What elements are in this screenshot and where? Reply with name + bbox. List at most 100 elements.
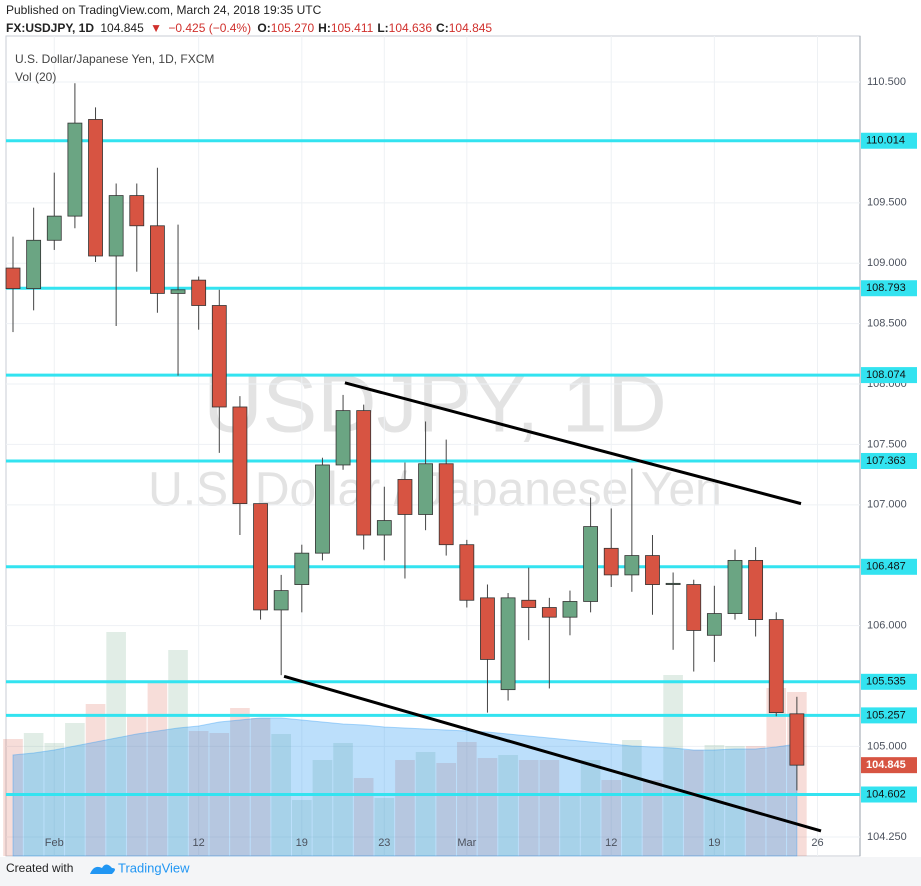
candle-body	[191, 279, 207, 306]
level-label: 105.257	[866, 709, 906, 721]
candle-body	[459, 544, 475, 601]
volume-bar	[663, 675, 683, 856]
level-label: 108.793	[866, 282, 906, 294]
candle-body	[150, 225, 165, 294]
candle-body	[521, 599, 537, 608]
candle-body	[170, 289, 186, 294]
last-price-label: 104.845	[866, 759, 906, 771]
volume-bar	[126, 715, 147, 856]
candle-body	[706, 613, 722, 636]
footer-bg	[0, 857, 921, 886]
level-label: 108.074	[866, 369, 906, 381]
candle-body	[562, 601, 578, 618]
ohlc-key: L:	[377, 21, 389, 35]
x-tick-label: 26	[811, 837, 823, 849]
y-tick-label: 107.500	[867, 438, 907, 450]
level-label: 104.602	[866, 788, 906, 800]
candle-body	[356, 410, 372, 536]
candle-body	[211, 305, 227, 408]
volume-bar	[374, 798, 395, 856]
candle-body	[232, 406, 248, 505]
x-tick-label: 12	[605, 837, 617, 849]
volume-bar	[642, 780, 663, 856]
trendline	[344, 381, 802, 506]
candle-body	[5, 267, 21, 289]
ohlc-key: O:	[257, 21, 271, 35]
volume-bar	[106, 632, 126, 856]
x-tick-label: 19	[708, 837, 720, 849]
x-tick-label: 19	[296, 837, 308, 849]
volume-bar	[539, 760, 560, 856]
candle-body	[253, 503, 268, 611]
candle-body	[335, 410, 351, 466]
volume-bar	[230, 708, 250, 856]
level-label-bg	[861, 452, 917, 469]
level-label-bg	[861, 280, 917, 297]
volume-bar	[353, 778, 374, 856]
volume-bar	[457, 742, 477, 856]
candle-body	[273, 590, 289, 611]
volume-bar	[725, 746, 745, 856]
volume-bar	[436, 763, 457, 856]
volume-bar	[415, 752, 436, 856]
volume-bar	[395, 760, 415, 856]
ohlc-value: 104.636	[388, 21, 433, 35]
y-tick-label: 109.500	[867, 197, 907, 209]
candle-body	[315, 464, 330, 554]
candle-body	[88, 119, 103, 257]
volume-bar	[3, 739, 23, 856]
level-label: 106.487	[866, 561, 906, 573]
candle-body	[541, 607, 557, 618]
candle-body	[645, 555, 660, 585]
y-tick-label: 107.000	[867, 499, 907, 511]
candle-body	[397, 479, 413, 515]
level-label: 107.363	[866, 455, 906, 467]
candle-body	[748, 559, 764, 620]
candle-body	[129, 195, 145, 227]
legend-title: U.S. Dollar/Japanese Yen, 1D, FXCM	[15, 52, 214, 66]
candle-body	[686, 584, 702, 631]
ohlc-key: H:	[318, 21, 331, 35]
ohlc-value: 105.411	[330, 21, 374, 35]
x-tick-label: 23	[378, 837, 390, 849]
y-tick-label: 109.000	[867, 257, 907, 269]
volume-bar	[498, 755, 518, 856]
volume-ma-area	[12, 717, 798, 857]
candle-body	[26, 239, 42, 289]
volume-bar	[312, 760, 333, 856]
candle-body	[624, 555, 640, 576]
level-label: 110.014	[866, 135, 905, 147]
level-label-bg	[861, 367, 917, 384]
volume-bar	[147, 681, 168, 856]
y-tick-label: 105.000	[867, 740, 907, 752]
published: Published on TradingView.com, March 24, …	[6, 3, 322, 17]
volume-bar	[580, 760, 601, 856]
x-tick-label: Mar	[457, 837, 476, 849]
candle-body	[665, 582, 681, 585]
level-label-bg	[861, 673, 917, 690]
candle-body	[67, 122, 83, 217]
last: 104.845	[100, 21, 144, 35]
last-price-bg	[861, 757, 917, 774]
symbol-line: FX:USDJPY, 1D 104.845 ▼ −0.425 (−0.4%) O…	[6, 21, 499, 35]
y-tick-label: 106.000	[867, 620, 907, 632]
volume-bar	[745, 746, 766, 856]
volume-bar	[477, 758, 498, 856]
level-label-bg	[861, 786, 917, 803]
x-tick-label: 12	[193, 837, 205, 849]
volume-bar	[560, 794, 580, 856]
symbol: FX:USDJPY, 1D	[6, 21, 95, 35]
level-label-bg	[861, 132, 917, 149]
y-tick-label: 108.500	[867, 318, 907, 330]
volume-bar	[333, 743, 353, 856]
candle-body	[418, 463, 433, 515]
volume-bar	[766, 688, 787, 856]
change: −0.425 (−0.4%)	[168, 21, 252, 35]
tv-logo	[90, 864, 115, 874]
volume-bar	[291, 800, 312, 856]
level-label-bg	[861, 558, 917, 575]
trendline	[283, 674, 822, 833]
volume-bar	[601, 780, 622, 856]
